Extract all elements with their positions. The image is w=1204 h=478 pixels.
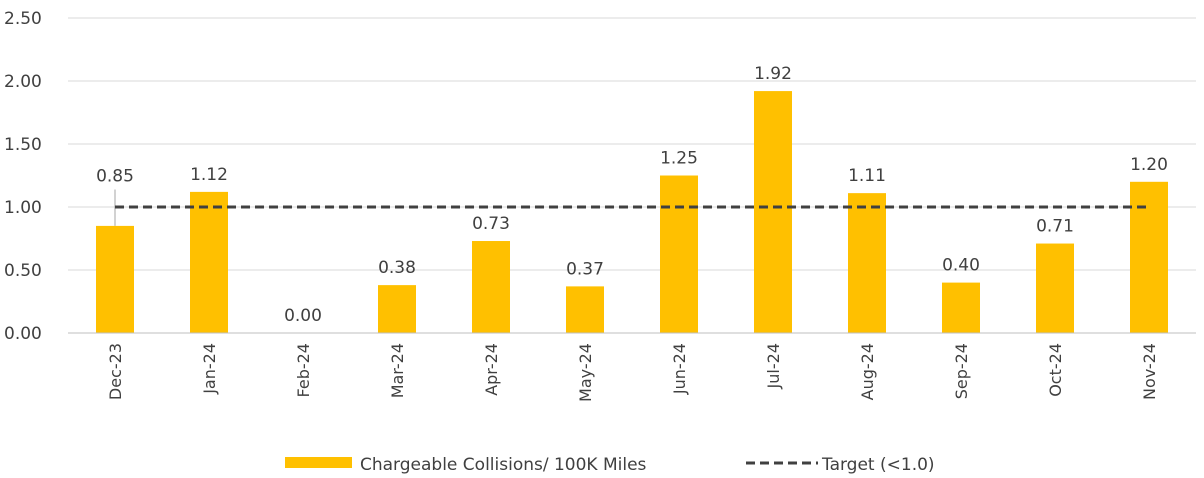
data-label: 0.37 <box>566 259 604 279</box>
bar <box>566 286 604 333</box>
data-label: 1.25 <box>660 149 698 169</box>
data-label: 0.38 <box>378 258 416 278</box>
y-tick-label: 2.00 <box>4 72 42 92</box>
x-tick-label: Oct-24 <box>1046 343 1065 397</box>
y-axis-ticks: 0.00 0.50 1.00 1.50 2.00 2.50 <box>4 9 42 344</box>
bar <box>942 282 980 333</box>
x-tick-label: Feb-24 <box>294 343 313 397</box>
data-label: 1.92 <box>754 64 792 84</box>
legend-swatch-bars <box>285 457 352 468</box>
bar <box>848 193 886 333</box>
bar <box>754 91 792 333</box>
bar <box>1130 181 1168 333</box>
gridlines <box>68 17 1196 271</box>
data-label: 0.40 <box>942 256 980 276</box>
x-tick-label: Nov-24 <box>1140 343 1159 400</box>
data-label: 0.85 <box>96 167 134 187</box>
y-tick-label: 0.00 <box>4 324 42 344</box>
x-axis-labels: Dec-23 Jan-24 Feb-24 Mar-24 Apr-24 May-24 Jun-… <box>106 343 1159 402</box>
data-label: 0.00 <box>284 306 322 326</box>
data-labels: 0.85 1.12 0.00 0.38 0.73 0.37 1.25 1.92 1.11 0.40… <box>96 64 1168 326</box>
bar <box>378 285 416 333</box>
y-tick-label: 1.50 <box>4 135 42 155</box>
x-tick-label: Jul-24 <box>764 343 783 389</box>
bar <box>660 175 698 333</box>
bar <box>1036 243 1074 333</box>
x-tick-label: Jun-24 <box>670 343 689 395</box>
data-label: 0.73 <box>472 214 510 234</box>
bar <box>96 225 134 333</box>
legend-label-target: Target (<1.0) <box>821 455 935 475</box>
x-tick-label: Aug-24 <box>858 343 877 400</box>
x-tick-label: Apr-24 <box>482 343 501 396</box>
data-label: 1.11 <box>848 166 886 186</box>
data-label: 1.20 <box>1130 155 1168 175</box>
x-tick-label: Jan-24 <box>200 343 219 395</box>
x-tick-label: Mar-24 <box>388 343 407 398</box>
y-tick-label: 1.00 <box>4 198 42 218</box>
bar <box>472 241 510 333</box>
bars <box>96 91 1168 333</box>
x-tick-label: May-24 <box>576 343 595 402</box>
x-tick-label: Dec-23 <box>106 343 125 400</box>
y-tick-label: 2.50 <box>4 9 42 29</box>
data-label: 1.12 <box>190 165 228 185</box>
x-tick-label: Sep-24 <box>952 343 971 399</box>
bar <box>190 191 228 333</box>
data-label: 0.71 <box>1036 217 1074 237</box>
legend-label-bars: Chargeable Collisions/ 100K Miles <box>360 455 647 475</box>
y-tick-label: 0.50 <box>4 261 42 281</box>
legend: Chargeable Collisions/ 100K Miles Target… <box>285 455 935 475</box>
